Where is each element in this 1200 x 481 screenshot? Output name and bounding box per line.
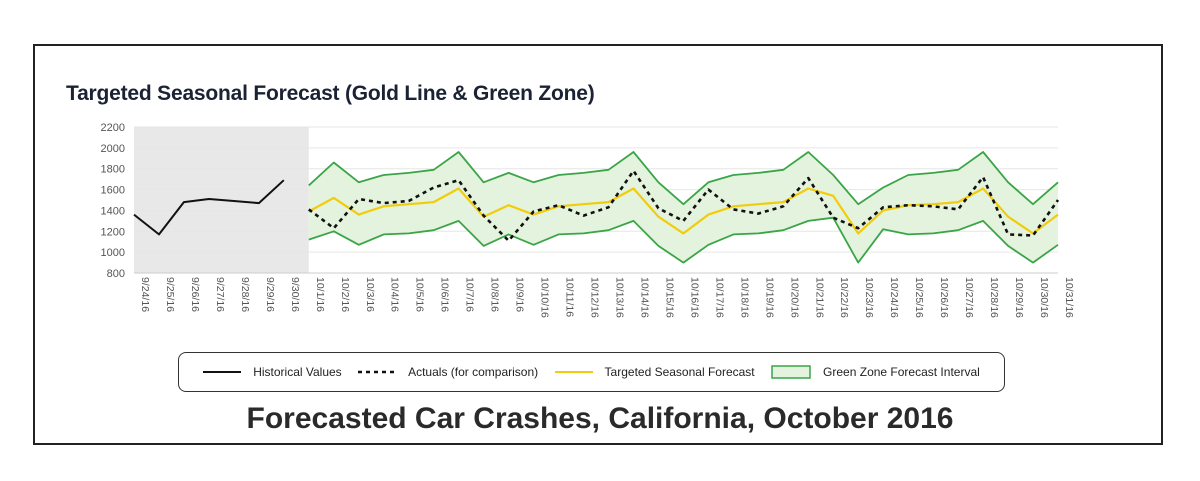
x-tick-label: 10/15/16 — [663, 277, 675, 318]
x-tick-label: 10/21/16 — [813, 277, 825, 318]
x-tick-label: 10/23/16 — [863, 277, 875, 318]
legend-swatch-historical — [203, 371, 242, 373]
legend-label-forecast: Targeted Seasonal Forecast — [604, 365, 755, 379]
x-tick-label: 10/25/16 — [913, 277, 925, 318]
x-tick-label: 10/5/16 — [414, 277, 426, 312]
x-tick-label: 10/14/16 — [638, 277, 650, 318]
legend-item-historical: Historical Values — [203, 365, 342, 379]
x-tick-label: 10/7/16 — [464, 277, 476, 312]
y-tick-label: 2200 — [101, 122, 125, 134]
legend-label-historical: Historical Values — [253, 365, 342, 379]
x-tick-label: 10/26/16 — [938, 277, 950, 318]
y-tick-label: 800 — [107, 268, 125, 280]
y-tick-label: 2000 — [101, 143, 125, 155]
x-tick-label: 10/28/16 — [988, 277, 1000, 318]
x-tick-label: 10/22/16 — [838, 277, 850, 318]
x-tick-label: 10/9/16 — [514, 277, 526, 312]
x-tick-label: 9/25/16 — [164, 277, 176, 312]
x-tick-label: 10/16/16 — [688, 277, 700, 318]
x-tick-label: 10/6/16 — [439, 277, 451, 312]
y-tick-label: 1600 — [101, 185, 125, 197]
legend-item-forecast: Targeted Seasonal Forecast — [554, 365, 755, 379]
green-zone-band — [308, 152, 1058, 263]
x-tick-label: 10/19/16 — [763, 277, 775, 318]
legend-item-green-zone: Green Zone Forecast Interval — [771, 365, 980, 379]
x-tick-label: 10/20/16 — [788, 277, 800, 318]
green-zone-upper-line — [308, 151, 1059, 206]
legend-swatch-green-zone — [771, 365, 811, 379]
x-tick-label: 9/26/16 — [189, 277, 201, 312]
x-tick-label: 10/10/16 — [539, 277, 551, 318]
x-tick-label: 9/30/16 — [289, 277, 301, 312]
legend-swatch-actuals — [358, 370, 397, 374]
y-tick-label: 1800 — [101, 164, 125, 176]
x-tick-label: 10/13/16 — [613, 277, 625, 318]
chart-legend: Historical Values Actuals (for compariso… — [178, 352, 1005, 392]
legend-item-actuals: Actuals (for comparison) — [358, 365, 538, 379]
x-tick-label: 9/28/16 — [239, 277, 251, 312]
y-tick-label: 1400 — [101, 205, 125, 217]
y-tick-label: 1200 — [101, 226, 125, 238]
x-tick-label: 10/4/16 — [389, 277, 401, 312]
legend-label-green-zone: Green Zone Forecast Interval — [823, 365, 980, 379]
x-tick-label: 10/27/16 — [963, 277, 975, 318]
x-tick-label: 10/29/16 — [1013, 277, 1025, 318]
x-tick-label: 9/27/16 — [214, 277, 226, 312]
x-tick-label: 10/18/16 — [738, 277, 750, 318]
forecast-line — [308, 187, 1059, 235]
x-tick-label: 10/12/16 — [589, 277, 601, 318]
y-tick-label: 1000 — [101, 247, 125, 259]
x-tick-label: 10/17/16 — [713, 277, 725, 318]
historical-line — [133, 179, 285, 236]
x-tick-label: 10/31/16 — [1063, 277, 1075, 318]
x-tick-label: 10/2/16 — [339, 277, 351, 312]
x-tick-label: 10/1/16 — [314, 277, 326, 312]
x-tick-label: 10/3/16 — [364, 277, 376, 312]
legend-label-actuals: Actuals (for comparison) — [408, 365, 539, 379]
x-tick-label: 10/24/16 — [888, 277, 900, 318]
green-zone-lower-line — [308, 216, 1059, 264]
chart-title: Targeted Seasonal Forecast (Gold Line & … — [66, 82, 595, 105]
x-tick-label: 10/8/16 — [489, 277, 501, 312]
x-tick-label: 10/11/16 — [564, 277, 576, 317]
x-tick-label: 9/29/16 — [264, 277, 276, 312]
legend-swatch-forecast — [554, 371, 593, 373]
x-tick-label: 10/30/16 — [1038, 277, 1050, 318]
figure-caption: Forecasted Car Crashes, California, Octo… — [246, 402, 954, 435]
x-tick-label: 9/24/16 — [139, 277, 151, 312]
